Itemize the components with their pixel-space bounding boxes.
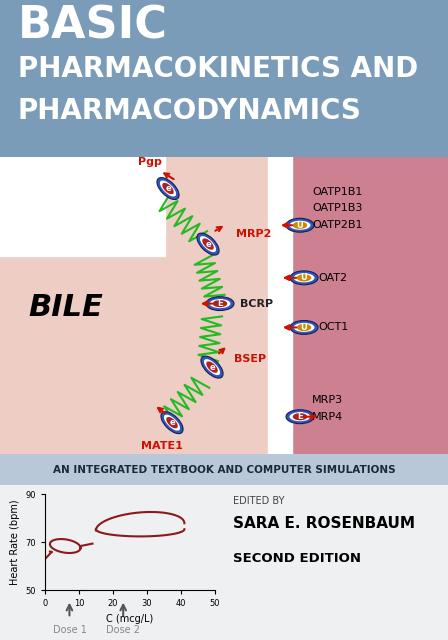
Text: OATP1B1: OATP1B1 bbox=[312, 186, 362, 196]
Ellipse shape bbox=[293, 273, 314, 282]
Ellipse shape bbox=[293, 323, 314, 332]
Text: E: E bbox=[297, 412, 303, 421]
Ellipse shape bbox=[166, 417, 178, 428]
Ellipse shape bbox=[162, 183, 174, 195]
Text: e: e bbox=[165, 184, 171, 193]
Ellipse shape bbox=[286, 410, 314, 424]
Ellipse shape bbox=[289, 412, 310, 421]
Text: BSEP: BSEP bbox=[234, 354, 266, 364]
Ellipse shape bbox=[297, 274, 311, 282]
Text: OATP2B1: OATP2B1 bbox=[312, 220, 362, 230]
Text: e: e bbox=[209, 363, 215, 372]
Ellipse shape bbox=[201, 356, 223, 378]
Text: U: U bbox=[297, 221, 303, 230]
Text: e: e bbox=[169, 418, 175, 427]
Text: U: U bbox=[301, 323, 307, 332]
Text: SECOND EDITION: SECOND EDITION bbox=[233, 552, 361, 564]
Text: OCT1: OCT1 bbox=[318, 323, 348, 332]
Bar bbox=[0, 157, 165, 256]
Ellipse shape bbox=[204, 359, 220, 375]
Text: OATP1B3: OATP1B3 bbox=[312, 204, 362, 213]
Ellipse shape bbox=[297, 324, 311, 331]
Ellipse shape bbox=[293, 413, 307, 420]
Ellipse shape bbox=[290, 321, 318, 334]
Text: EDITED BY: EDITED BY bbox=[233, 496, 284, 506]
Bar bbox=[268, 157, 292, 454]
Ellipse shape bbox=[157, 177, 179, 200]
Ellipse shape bbox=[286, 218, 314, 232]
Ellipse shape bbox=[197, 233, 219, 255]
Text: AN INTEGRATED TEXTBOOK AND COMPUTER SIMULATIONS: AN INTEGRATED TEXTBOOK AND COMPUTER SIMU… bbox=[53, 465, 395, 475]
Ellipse shape bbox=[290, 271, 318, 285]
Text: PHARMACODYNAMICS: PHARMACODYNAMICS bbox=[18, 97, 362, 125]
Ellipse shape bbox=[293, 221, 307, 229]
Text: BCRP: BCRP bbox=[240, 299, 273, 308]
Ellipse shape bbox=[210, 299, 231, 308]
Text: Dose 1: Dose 1 bbox=[52, 625, 86, 634]
Text: SARA E. ROSENBAUM: SARA E. ROSENBAUM bbox=[233, 516, 415, 531]
Y-axis label: Heart Rate (bpm): Heart Rate (bpm) bbox=[9, 500, 20, 585]
Text: MRP4: MRP4 bbox=[312, 412, 343, 422]
Ellipse shape bbox=[164, 415, 180, 431]
Text: BILE: BILE bbox=[28, 293, 103, 322]
Ellipse shape bbox=[160, 180, 176, 196]
X-axis label: C (mcg/L): C (mcg/L) bbox=[106, 614, 154, 624]
Ellipse shape bbox=[206, 297, 234, 310]
Text: BASIC: BASIC bbox=[18, 4, 168, 48]
Text: E: E bbox=[217, 299, 223, 308]
Ellipse shape bbox=[161, 412, 183, 434]
Text: U: U bbox=[301, 273, 307, 282]
Ellipse shape bbox=[206, 362, 218, 373]
Ellipse shape bbox=[213, 300, 227, 307]
Text: e: e bbox=[205, 239, 211, 248]
Text: Dose 2: Dose 2 bbox=[106, 625, 140, 634]
Ellipse shape bbox=[200, 236, 216, 252]
Bar bbox=[280, 157, 448, 454]
Text: MRP3: MRP3 bbox=[312, 395, 343, 405]
Ellipse shape bbox=[202, 238, 214, 250]
Ellipse shape bbox=[289, 221, 310, 230]
Text: MATE1: MATE1 bbox=[141, 440, 183, 451]
Text: PHARMACOKINETICS AND: PHARMACOKINETICS AND bbox=[18, 55, 418, 83]
Text: Pgp: Pgp bbox=[138, 157, 162, 166]
Text: MRP2: MRP2 bbox=[236, 229, 271, 239]
Text: OAT2: OAT2 bbox=[318, 273, 347, 283]
